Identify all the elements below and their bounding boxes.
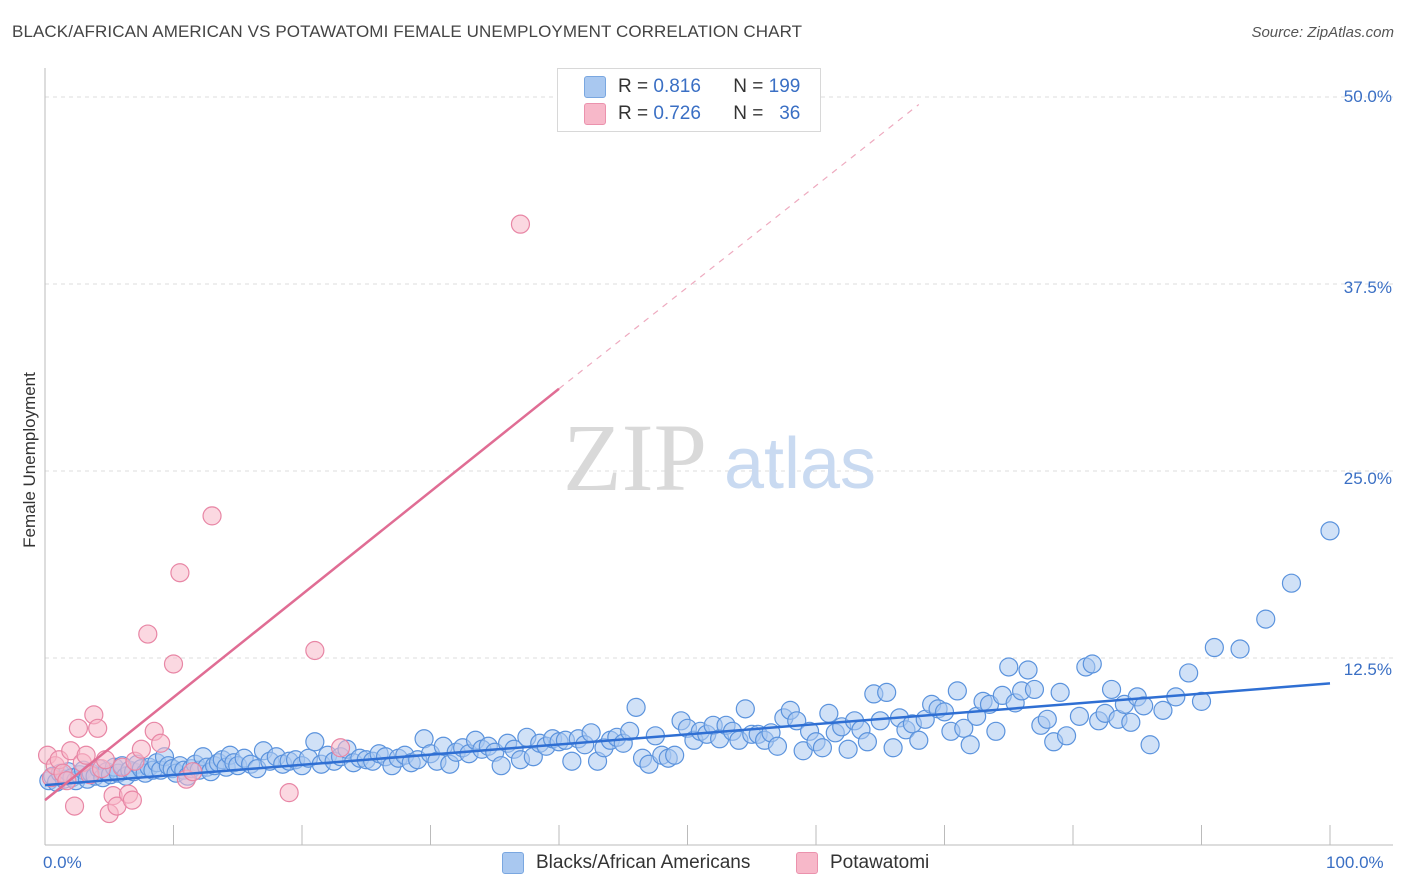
point-blacks — [883, 738, 903, 758]
point-potawatomi — [183, 762, 203, 782]
trend-line-blacks — [44, 682, 1331, 787]
legend-r-label: R = — [618, 76, 649, 97]
point-potawatomi — [151, 733, 171, 753]
point-blacks — [1281, 573, 1302, 593]
point-blacks — [909, 730, 929, 750]
point-blacks — [1050, 682, 1070, 703]
point-blacks — [960, 735, 980, 755]
point-blacks — [870, 711, 890, 731]
point-potawatomi — [88, 718, 108, 738]
y-tick-12-5: 12.5% — [1343, 660, 1392, 679]
legend-n-label: N = — [733, 76, 764, 97]
point-blacks — [767, 736, 788, 756]
point-blacks — [735, 699, 755, 719]
bottom-legend-blacks: Blacks/African Americans — [502, 852, 750, 874]
point-blacks — [838, 739, 858, 759]
point-potawatomi — [131, 739, 151, 759]
point-blacks — [562, 751, 582, 771]
point-blacks — [857, 732, 878, 752]
point-blacks — [1153, 700, 1173, 720]
chart-title: BLACK/AFRICAN AMERICAN VS POTAWATOMI FEM… — [12, 22, 803, 41]
x-tick-max: 100.0% — [1326, 853, 1384, 872]
point-potawatomi — [170, 563, 190, 583]
point-blacks — [626, 697, 646, 717]
point-potawatomi — [68, 718, 89, 738]
point-blacks — [1024, 679, 1045, 700]
point-blacks — [1256, 609, 1276, 629]
trend-lines — [44, 104, 1331, 802]
point-potawatomi — [510, 214, 531, 234]
bottom-legend-swatch-blue — [502, 852, 524, 874]
point-potawatomi — [202, 506, 222, 526]
bottom-legend-label-potawatomi: Potawatomi — [830, 852, 930, 873]
legend-r-value: 0.816 — [653, 76, 701, 97]
point-blacks — [305, 732, 325, 752]
point-blacks — [1204, 637, 1224, 658]
point-blacks — [934, 702, 955, 722]
source-label: Source: ZipAtlas.com — [1251, 24, 1394, 41]
legend-n-value: 199 — [768, 76, 801, 97]
point-potawatomi — [76, 745, 96, 765]
watermark-zip: ZIP — [563, 404, 707, 511]
y-tick-25: 25.0% — [1343, 469, 1392, 488]
point-blacks — [819, 703, 839, 723]
point-blacks — [877, 682, 897, 703]
point-blacks — [665, 745, 685, 765]
series-blacks-points — [39, 521, 1340, 792]
x-tick-min: 0.0% — [43, 853, 82, 872]
point-blacks — [1082, 654, 1102, 674]
legend-swatch-pink — [584, 103, 606, 125]
point-blacks — [947, 681, 967, 701]
point-blacks — [491, 756, 511, 776]
point-blacks — [1230, 639, 1250, 659]
point-potawatomi — [138, 624, 158, 644]
point-blacks — [1134, 696, 1154, 716]
watermark-atlas: atlas — [724, 424, 876, 504]
point-blacks — [812, 738, 833, 758]
point-blacks — [1101, 679, 1122, 700]
point-potawatomi — [64, 796, 85, 816]
y-tick-50: 50.0% — [1343, 87, 1392, 106]
bottom-legend-potawatomi: Potawatomi — [796, 852, 929, 874]
legend-n-value: 36 — [779, 103, 801, 124]
gridlines — [45, 96, 1393, 659]
point-blacks — [1018, 660, 1038, 680]
legend-r-label: R = — [618, 103, 649, 124]
trend-line-potawatomi — [44, 387, 560, 802]
trend-line-potawatomi-extension — [558, 104, 920, 390]
bottom-legend-label-blacks: Blacks/African Americans — [536, 852, 751, 873]
point-blacks — [986, 721, 1006, 741]
point-blacks — [1179, 663, 1199, 683]
correlation-legend: R = 0.816 N = 199 R = 0.726 N = 36 — [557, 68, 821, 132]
point-potawatomi — [305, 640, 325, 661]
axes — [44, 68, 1393, 846]
point-blacks — [954, 718, 974, 738]
legend-row-potawatomi: R = 0.726 N = 36 — [584, 102, 800, 126]
point-blacks — [581, 723, 601, 743]
legend-row-blacks: R = 0.816 N = 199 — [584, 75, 800, 99]
point-blacks — [1037, 709, 1057, 729]
point-potawatomi — [122, 790, 142, 810]
point-blacks — [620, 721, 640, 741]
y-tick-37-5: 37.5% — [1343, 278, 1392, 297]
point-potawatomi — [163, 654, 184, 674]
point-potawatomi — [279, 783, 299, 803]
point-blacks — [1069, 706, 1090, 726]
series-potawatomi-points — [37, 214, 531, 824]
point-potawatomi — [330, 738, 351, 758]
bottom-legend-swatch-pink — [796, 852, 818, 874]
legend-swatch-blue — [584, 76, 606, 98]
point-blacks — [1056, 726, 1077, 746]
point-blacks — [1320, 521, 1340, 541]
legend-n-label: N = — [733, 103, 764, 124]
point-blacks — [999, 657, 1019, 677]
point-blacks — [1121, 712, 1141, 732]
point-blacks — [1140, 735, 1160, 755]
point-potawatomi — [95, 750, 115, 770]
legend-r-value: 0.726 — [653, 103, 701, 124]
